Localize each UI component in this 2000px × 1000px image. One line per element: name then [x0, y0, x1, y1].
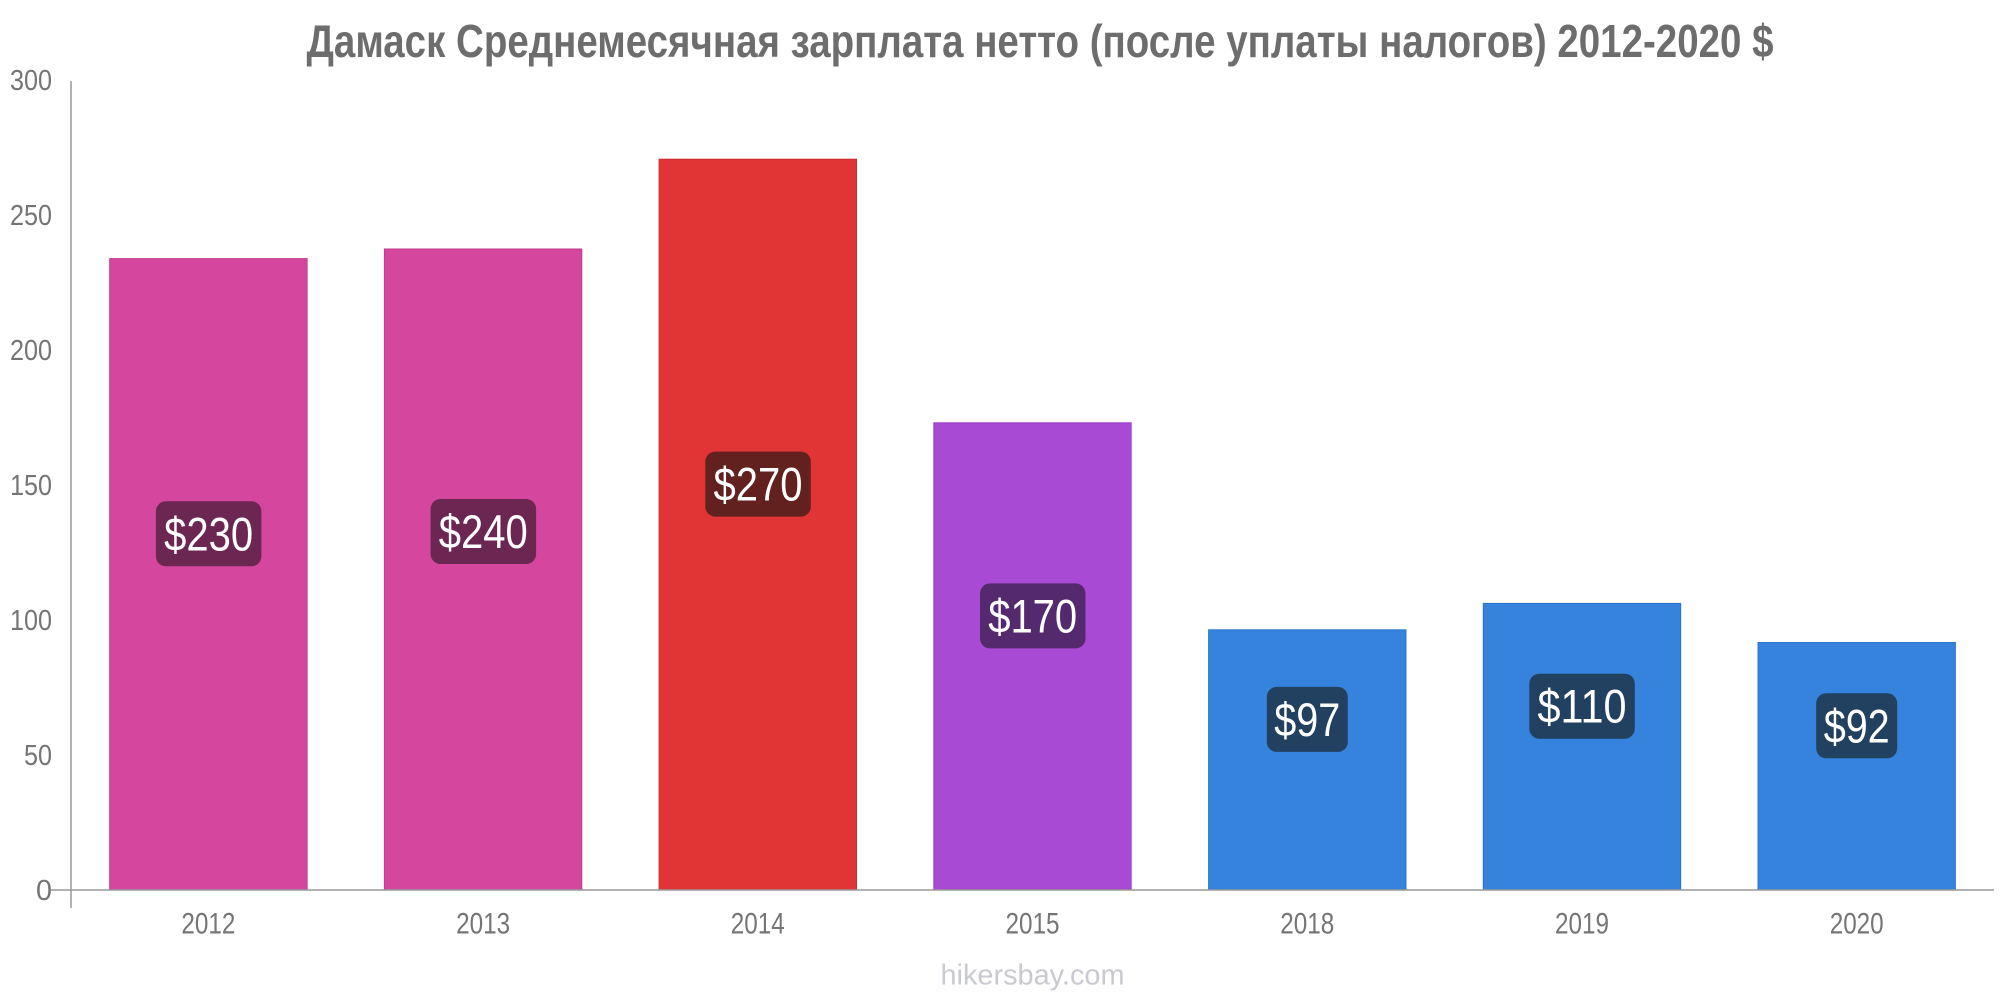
svg-text:$97: $97 — [1274, 693, 1340, 746]
svg-text:Дамаск Среднемесячная зарплата: Дамаск Среднемесячная зарплата нетто (по… — [307, 15, 1774, 67]
svg-text:2019: 2019 — [1555, 908, 1609, 941]
svg-text:50: 50 — [24, 740, 52, 772]
svg-text:150: 150 — [10, 470, 52, 502]
svg-text:300: 300 — [10, 65, 52, 97]
svg-text:$110: $110 — [1538, 680, 1627, 733]
svg-text:$240: $240 — [439, 505, 528, 558]
svg-text:2020: 2020 — [1830, 908, 1884, 941]
svg-text:$92: $92 — [1824, 699, 1890, 752]
svg-text:$170: $170 — [988, 589, 1077, 642]
svg-text:100: 100 — [10, 605, 52, 637]
svg-text:2018: 2018 — [1280, 908, 1334, 941]
svg-text:2013: 2013 — [456, 908, 510, 941]
svg-text:hikersbay.com: hikersbay.com — [941, 960, 1125, 992]
svg-text:2012: 2012 — [181, 908, 235, 941]
svg-text:200: 200 — [10, 335, 52, 367]
svg-text:2015: 2015 — [1006, 908, 1060, 941]
svg-text:$270: $270 — [714, 458, 803, 511]
svg-text:250: 250 — [10, 200, 52, 232]
svg-text:2014: 2014 — [731, 908, 785, 941]
svg-text:0: 0 — [36, 875, 52, 907]
svg-text:$230: $230 — [164, 507, 253, 560]
